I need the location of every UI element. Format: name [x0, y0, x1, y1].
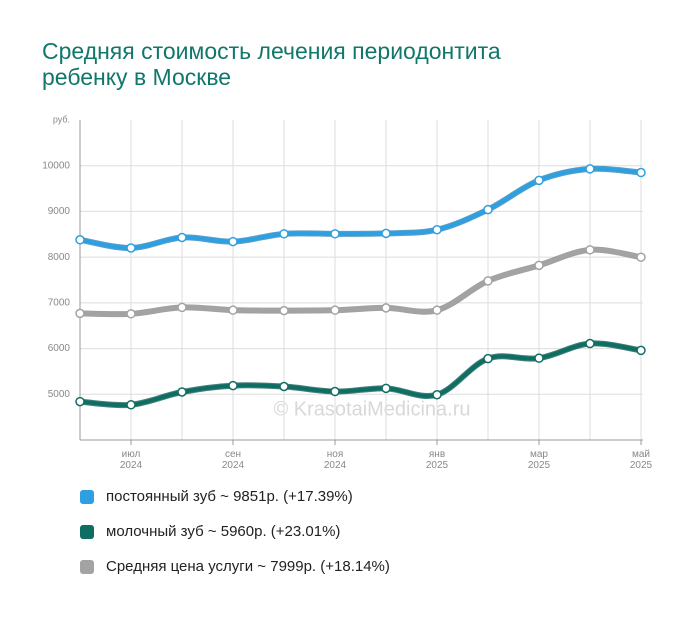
point: [75, 396, 85, 407]
point: [75, 235, 85, 245]
point: [636, 167, 646, 178]
y-tick-label: 5000: [48, 389, 71, 400]
legend-item: молочный зуб ~ 5960р. (+23.01%): [80, 523, 340, 540]
point: [483, 276, 493, 286]
point: [228, 380, 238, 391]
point: [381, 383, 391, 394]
point: [585, 338, 595, 349]
y-axis-label: руб.: [53, 114, 70, 124]
legend-item: Средняя цена услуги ~ 7999р. (+18.14%): [80, 558, 390, 575]
point: [279, 305, 289, 316]
point: [75, 308, 85, 319]
legend-label: молочный зуб ~ 5960р. (+23.01%): [106, 523, 341, 540]
x-tick-label: янв 2025: [425, 449, 449, 471]
legend-swatch: [80, 489, 94, 504]
x-tick-label: ноя 2024: [323, 449, 347, 471]
x-tick-label: июл 2024: [119, 449, 143, 471]
legend-swatch: [80, 559, 94, 574]
point: [483, 353, 493, 364]
y-tick-label: 7000: [48, 297, 71, 308]
point: [636, 252, 646, 262]
point: [177, 387, 187, 397]
y-tick-label: 6000: [48, 343, 71, 354]
point: [279, 381, 289, 392]
point: [126, 400, 136, 410]
series-line-outline: [79, 165, 642, 252]
point: [432, 224, 442, 235]
point: [585, 164, 595, 174]
point: [381, 228, 391, 239]
y-tick-label: 10000: [42, 160, 70, 171]
watermark: © KrasotaiMedicina.ru: [273, 398, 470, 420]
point: [483, 204, 493, 215]
legend-item: постоянный зуб ~ 9851р. (+17.39%): [80, 488, 353, 505]
y-tick-label: 9000: [48, 206, 71, 217]
point: [228, 236, 238, 247]
series-line: [79, 341, 642, 408]
point: [534, 175, 544, 186]
point: [228, 305, 238, 315]
point: [177, 232, 187, 243]
point: [330, 386, 340, 397]
point: [432, 305, 442, 315]
point: [126, 243, 136, 253]
point: [534, 260, 544, 271]
point: [177, 302, 187, 313]
legend-swatch: [80, 524, 94, 539]
legend-label: постоянный зуб ~ 9851р. (+17.39%): [106, 488, 353, 505]
point: [126, 309, 136, 319]
point: [636, 345, 646, 356]
point: [585, 245, 595, 255]
point: [279, 229, 289, 239]
x-tick-label: мар 2025: [527, 449, 551, 471]
series-line: [79, 247, 642, 317]
point: [330, 305, 340, 315]
point: [330, 229, 340, 239]
legend-label: Средняя цена услуги ~ 7999р. (+18.14%): [106, 558, 390, 575]
x-tick-label: май 2025: [629, 449, 653, 471]
y-tick-label: 8000: [48, 252, 71, 263]
point: [534, 353, 544, 363]
point: [432, 389, 442, 400]
chart-title: Средняя стоимость лечения периодонтита р…: [42, 38, 501, 90]
x-tick-label: сен 2024: [221, 449, 245, 471]
point: [381, 303, 391, 313]
